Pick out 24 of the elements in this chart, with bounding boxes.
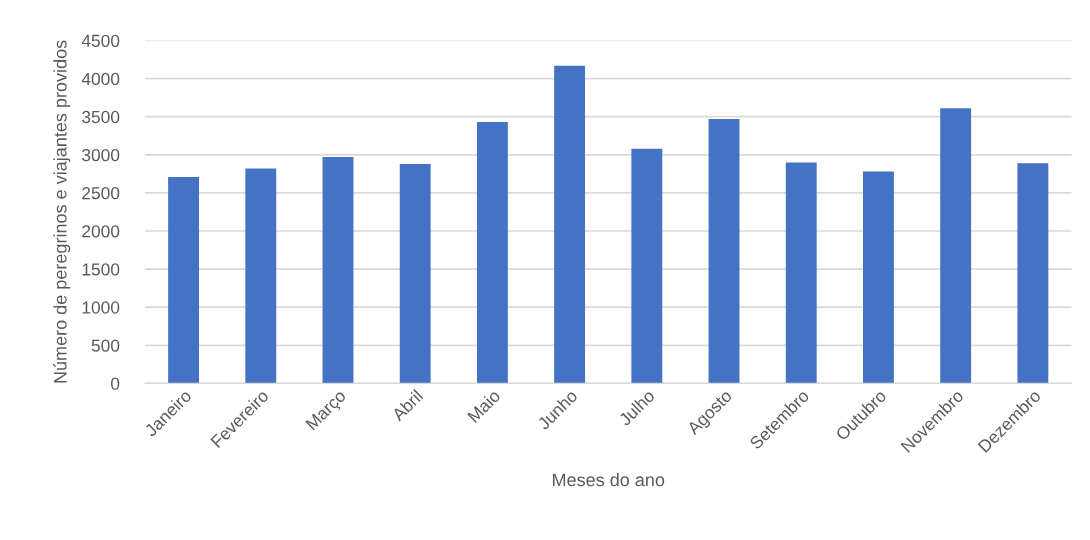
bar [554, 65, 586, 384]
bar [708, 118, 740, 384]
bar [322, 157, 354, 384]
y-tick-label: 2000 [82, 225, 120, 238]
bar [785, 162, 817, 384]
y-tick-label: 500 [91, 339, 120, 352]
y-tick-label: 2500 [82, 187, 120, 200]
y-tick-label: 0 [110, 377, 120, 390]
bar [245, 168, 277, 384]
bar [631, 148, 663, 384]
bar [1017, 163, 1049, 384]
y-tick-label: 3000 [82, 148, 120, 162]
y-tick-label: 3500 [82, 110, 120, 124]
bar [476, 122, 508, 384]
y-tick-label: 1500 [82, 263, 120, 276]
y-axis-title: Número de peregrinos e viajantes providos [53, 40, 71, 383]
y-tick-label: 4500 [81, 34, 120, 47]
bar [940, 108, 972, 384]
y-tick-label: 4000 [81, 72, 120, 86]
x-axis-title: Meses do ano [553, 473, 665, 487]
bar [863, 171, 894, 384]
bar [168, 176, 200, 384]
bar [399, 163, 431, 384]
y-tick-label: 1000 [82, 301, 120, 314]
